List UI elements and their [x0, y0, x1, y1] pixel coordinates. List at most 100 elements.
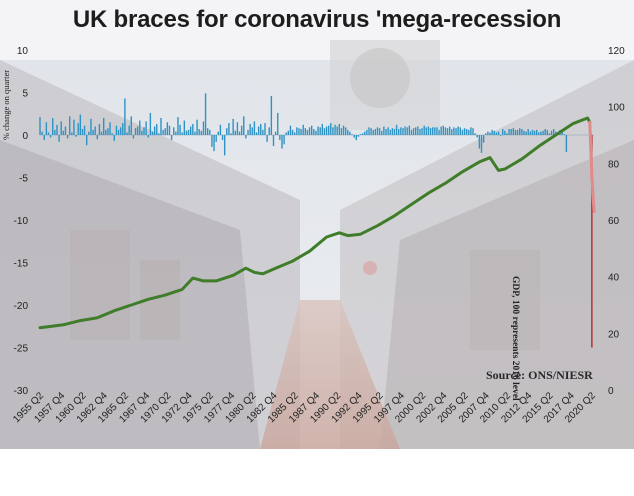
change-bar	[461, 129, 464, 135]
change-bar	[313, 129, 315, 135]
change-bar	[497, 131, 500, 135]
change-bar	[221, 135, 224, 141]
change-bar	[226, 128, 228, 135]
change-bar	[389, 129, 391, 135]
change-bar	[255, 132, 258, 135]
change-bar	[349, 131, 351, 135]
change-bar	[330, 123, 332, 135]
change-bar	[151, 131, 154, 135]
change-bar	[495, 132, 498, 135]
left-tick-label: 10	[17, 46, 29, 57]
change-bar	[264, 123, 266, 135]
change-bar	[228, 123, 230, 135]
change-bar	[149, 112, 152, 135]
change-bar	[277, 112, 279, 135]
change-bar	[232, 118, 234, 135]
change-bar	[245, 135, 247, 139]
right-tick-label: 40	[608, 273, 620, 284]
change-bar	[141, 130, 143, 135]
change-bar	[391, 128, 394, 135]
change-bar	[429, 128, 432, 135]
change-bar	[395, 124, 398, 135]
left-tick-label: 0	[22, 131, 28, 142]
left-tick-label: 5	[22, 89, 28, 100]
left-tick-label: -15	[14, 259, 29, 270]
change-bar	[202, 121, 205, 135]
change-bar	[493, 130, 495, 135]
right-tick-label: 0	[608, 386, 614, 397]
change-bar	[291, 129, 294, 135]
change-bar	[128, 125, 130, 135]
change-bar	[444, 127, 447, 135]
change-bar	[217, 131, 219, 135]
change-bar	[272, 135, 275, 147]
change-bar	[206, 128, 209, 135]
gdp-level-line	[38, 116, 592, 330]
change-bar	[544, 129, 546, 135]
change-bar	[455, 128, 457, 135]
change-bar	[270, 95, 273, 135]
right-tick-label: 60	[608, 216, 620, 227]
change-bar	[198, 129, 200, 135]
change-bar	[370, 128, 372, 135]
change-bar	[64, 126, 67, 135]
change-bar	[90, 118, 92, 135]
change-bar	[102, 118, 105, 135]
change-bar	[485, 133, 487, 135]
change-bar	[332, 127, 334, 135]
change-bar	[374, 129, 377, 135]
change-bar	[448, 126, 451, 135]
change-bar	[52, 118, 54, 135]
change-bar	[41, 131, 43, 135]
change-bar	[400, 127, 402, 135]
change-bar	[249, 123, 251, 135]
change-bar	[506, 133, 508, 135]
change-bar	[253, 121, 256, 135]
change-bar	[160, 118, 162, 135]
change-bar	[504, 130, 506, 135]
change-bar	[96, 135, 99, 140]
change-bar	[173, 127, 175, 135]
change-bar	[487, 131, 489, 135]
change-bar	[474, 133, 476, 135]
change-bar	[383, 126, 385, 135]
change-bar	[196, 119, 198, 135]
change-bar	[251, 127, 253, 135]
change-bar	[344, 127, 347, 135]
change-bar	[334, 124, 336, 135]
change-bar	[427, 126, 430, 135]
change-bar	[83, 125, 86, 135]
change-bar	[308, 127, 311, 135]
change-bar	[247, 129, 249, 135]
change-bar	[153, 126, 156, 135]
change-bar	[124, 98, 126, 135]
change-bar	[591, 135, 593, 348]
change-bar	[45, 122, 48, 135]
change-bar	[451, 129, 453, 135]
change-bar	[56, 124, 58, 135]
change-bar	[285, 132, 287, 135]
right-tick-label: 80	[608, 159, 620, 170]
change-bar	[347, 129, 349, 135]
change-bar	[393, 129, 396, 135]
change-bar	[283, 135, 285, 145]
change-bar	[179, 124, 181, 135]
change-bar	[298, 128, 300, 135]
change-bar	[162, 129, 164, 135]
change-bar	[364, 131, 366, 135]
change-bar	[446, 128, 449, 135]
change-bar	[181, 132, 183, 135]
change-bar	[183, 120, 186, 135]
change-bar	[143, 127, 145, 135]
change-bar	[113, 135, 115, 141]
change-bar	[126, 132, 128, 135]
right-axis-label: GDP, 100 represents 2016 level	[510, 276, 520, 401]
change-bar	[425, 127, 428, 135]
street-photo-background	[0, 0, 634, 449]
change-bar	[211, 135, 213, 147]
change-bar	[62, 130, 65, 135]
change-bar	[408, 125, 411, 135]
change-bar	[353, 135, 355, 138]
change-bar	[327, 125, 330, 135]
